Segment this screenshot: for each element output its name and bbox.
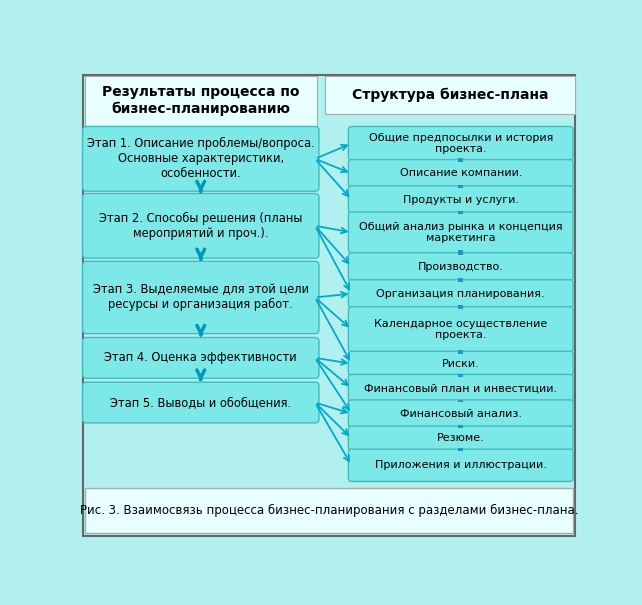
FancyBboxPatch shape — [458, 350, 463, 354]
FancyBboxPatch shape — [458, 425, 463, 428]
FancyBboxPatch shape — [83, 382, 319, 423]
Text: Финансовый анализ.: Финансовый анализ. — [400, 409, 522, 419]
Text: Финансовый план и инвестиции.: Финансовый план и инвестиции. — [364, 384, 557, 393]
Text: Общий анализ рынка и концепция
маркетинга: Общий анализ рынка и концепция маркетинг… — [359, 221, 562, 243]
FancyBboxPatch shape — [349, 160, 573, 188]
Text: Этап 3. Выделяемые для этой цели
ресурсы и организация работ.: Этап 3. Выделяемые для этой цели ресурсы… — [92, 283, 309, 312]
FancyBboxPatch shape — [349, 186, 573, 214]
FancyBboxPatch shape — [83, 194, 319, 258]
FancyBboxPatch shape — [458, 374, 463, 377]
Text: Рис. 3. Взаимосвязь процесса бизнес-планирования с разделами бизнес-плана.: Рис. 3. Взаимосвязь процесса бизнес-план… — [80, 504, 578, 517]
FancyBboxPatch shape — [349, 352, 573, 376]
FancyBboxPatch shape — [83, 338, 319, 378]
Text: Продукты и услуги.: Продукты и услуги. — [403, 195, 519, 204]
FancyBboxPatch shape — [349, 280, 573, 307]
FancyBboxPatch shape — [83, 261, 319, 333]
FancyBboxPatch shape — [458, 305, 463, 309]
FancyBboxPatch shape — [85, 76, 317, 126]
Text: Структура бизнес-плана: Структура бизнес-плана — [352, 88, 548, 102]
Text: Этап 5. Выводы и обобщения.: Этап 5. Выводы и обобщения. — [110, 396, 291, 409]
Text: Этап 1. Описание проблемы/вопроса.
Основные характеристики,
особенности.: Этап 1. Описание проблемы/вопроса. Основ… — [87, 137, 315, 180]
FancyBboxPatch shape — [349, 426, 573, 451]
Text: Результаты процесса по
бизнес-планированию: Результаты процесса по бизнес-планирован… — [103, 85, 300, 116]
FancyBboxPatch shape — [85, 488, 573, 533]
Text: Календарное осуществление
проекта.: Календарное осуществление проекта. — [374, 319, 548, 340]
FancyBboxPatch shape — [349, 126, 573, 160]
Text: Производство.: Производство. — [418, 261, 504, 272]
FancyBboxPatch shape — [458, 211, 463, 214]
FancyBboxPatch shape — [349, 400, 573, 428]
Text: Общие предпосылки и история
проекта.: Общие предпосылки и история проекта. — [369, 132, 553, 154]
FancyBboxPatch shape — [83, 75, 575, 536]
Text: Приложения и иллюстрации.: Приложения и иллюстрации. — [375, 460, 547, 470]
FancyBboxPatch shape — [325, 76, 575, 114]
FancyBboxPatch shape — [458, 278, 463, 282]
FancyBboxPatch shape — [458, 158, 463, 162]
FancyBboxPatch shape — [349, 212, 573, 253]
Text: Резюме.: Резюме. — [437, 433, 485, 443]
FancyBboxPatch shape — [458, 250, 463, 255]
FancyBboxPatch shape — [349, 307, 573, 352]
Text: Этап 4. Оценка эффективности: Этап 4. Оценка эффективности — [105, 352, 297, 364]
FancyBboxPatch shape — [349, 374, 573, 402]
Text: Организация планирования.: Организация планирования. — [376, 289, 545, 299]
Text: Риски.: Риски. — [442, 359, 480, 368]
FancyBboxPatch shape — [83, 126, 319, 191]
Text: Описание компании.: Описание компании. — [399, 168, 522, 178]
FancyBboxPatch shape — [458, 185, 463, 188]
Text: Этап 2. Способы решения (планы
мероприятий и проч.).: Этап 2. Способы решения (планы мероприят… — [99, 212, 302, 240]
FancyBboxPatch shape — [349, 449, 573, 482]
FancyBboxPatch shape — [458, 400, 463, 402]
FancyBboxPatch shape — [349, 253, 573, 281]
FancyBboxPatch shape — [458, 448, 463, 451]
